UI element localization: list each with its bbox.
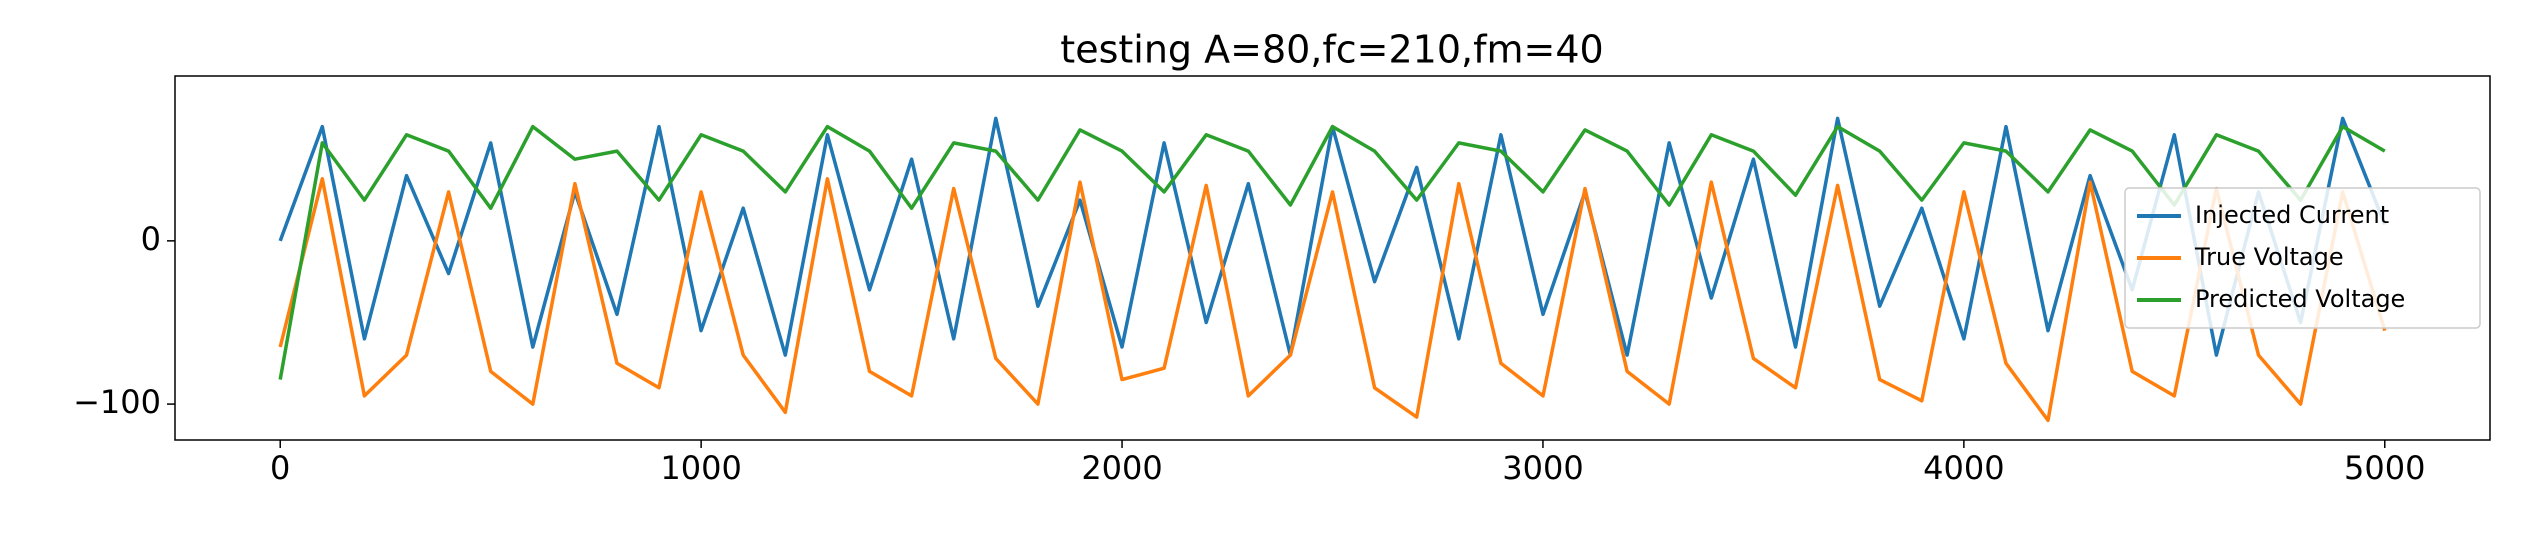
chart-title: testing A=80,fc=210,fm=40 xyxy=(1060,28,1603,72)
legend-label: Predicted Voltage xyxy=(2195,285,2405,313)
y-tick-label: −100 xyxy=(73,383,161,421)
y-tick-label: 0 xyxy=(141,220,161,258)
x-tick-label: 3000 xyxy=(1502,449,1583,487)
x-tick-label: 2000 xyxy=(1081,449,1162,487)
x-tick-label: 4000 xyxy=(1923,449,2004,487)
x-tick-label: 0 xyxy=(270,449,290,487)
x-tick-label: 5000 xyxy=(2344,449,2425,487)
x-tick-label: 1000 xyxy=(660,449,741,487)
legend-label: Injected Current xyxy=(2195,201,2389,229)
legend-label: True Voltage xyxy=(2194,243,2344,271)
plot-frame xyxy=(174,75,2491,441)
series-line xyxy=(278,177,2387,423)
series-line xyxy=(278,124,2386,380)
legend-box xyxy=(2124,187,2481,329)
